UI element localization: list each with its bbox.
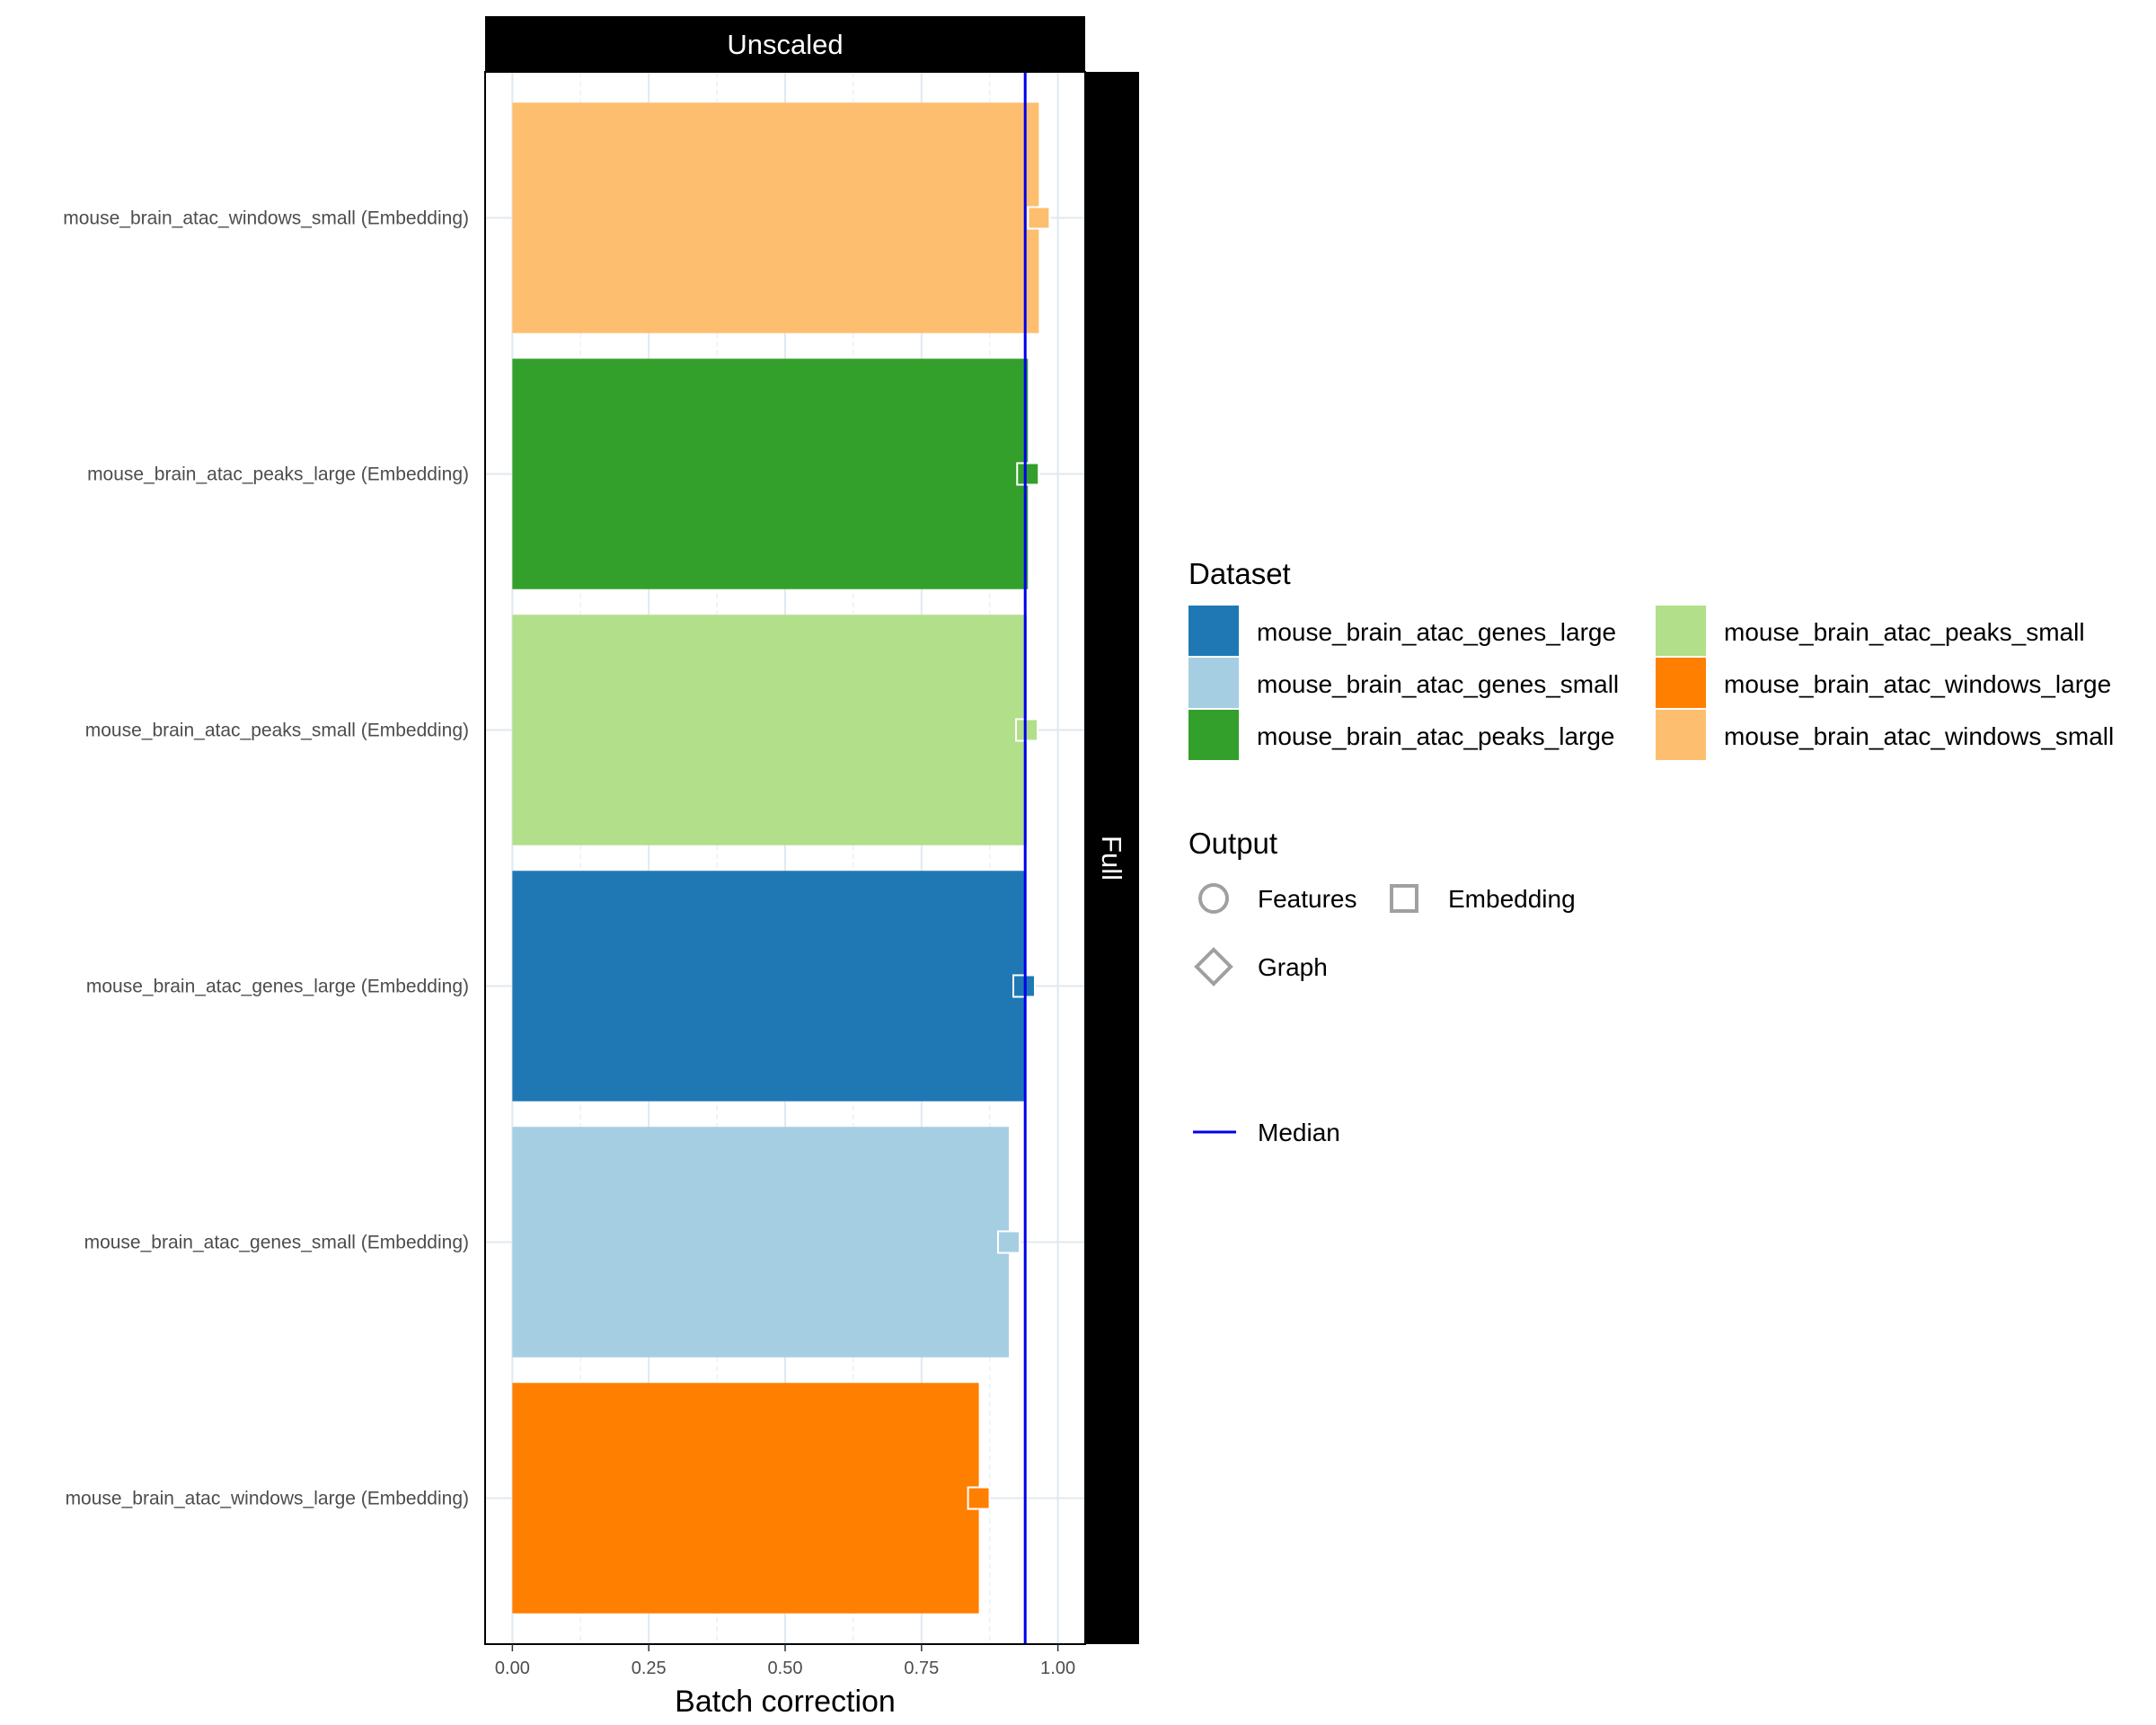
y-axis-ticks: mouse_brain_atac_windows_small (Embeddin… [63, 208, 469, 1509]
x-tick-label: 1.00 [1040, 1659, 1075, 1678]
legend-dataset-item: mouse_brain_atac_genes_large [1188, 606, 1616, 656]
legend-label: mouse_brain_atac_windows_large [1724, 670, 2111, 698]
legend-label: mouse_brain_atac_genes_small [1257, 670, 1619, 698]
legend-label: mouse_brain_atac_peaks_small [1724, 618, 2085, 646]
bar [512, 615, 1028, 845]
y-tick-label: mouse_brain_atac_peaks_large (Embedding) [87, 464, 469, 485]
x-tick-label: 0.50 [768, 1659, 803, 1678]
legend-dataset-item: mouse_brain_atac_windows_large [1656, 658, 2111, 708]
facet-label-right: Full [1096, 836, 1127, 880]
y-tick-label: mouse_brain_atac_peaks_small (Embedding) [85, 721, 469, 741]
y-tick-label: mouse_brain_atac_windows_small (Embeddin… [63, 208, 469, 229]
x-tick-label: 0.25 [632, 1659, 667, 1678]
bar [512, 1127, 1009, 1358]
legend-swatch [1656, 606, 1706, 656]
legend-output-item: Graph [1194, 947, 1328, 986]
legend-swatch [1188, 658, 1239, 708]
x-axis-ticks: 0.00 0.25 0.50 0.75 1.00 [495, 1644, 1075, 1678]
legend-swatch [1188, 710, 1239, 760]
legend-label: mouse_brain_atac_windows_small [1724, 722, 2114, 750]
plot-panel [484, 71, 1086, 1645]
legend-label: Features [1258, 885, 1357, 913]
legend-dataset-items: mouse_brain_atac_genes_large mouse_brain_… [1188, 606, 2114, 760]
legend: Dataset mouse_brain_atac_genes_largemous… [1188, 557, 2114, 1146]
legend-title-dataset: Dataset [1188, 557, 1291, 590]
bar [512, 871, 1024, 1101]
y-tick-label: mouse_brain_atac_genes_large (Embedding) [86, 977, 469, 997]
bar [512, 102, 1039, 333]
bar [512, 1383, 979, 1614]
x-tick-label: 0.00 [495, 1659, 530, 1678]
diamond-shape-icon [1194, 947, 1233, 986]
point-marker [967, 1486, 991, 1510]
legend-swatch [1656, 710, 1706, 760]
point-marker [1016, 462, 1040, 486]
legend-label: mouse_brain_atac_genes_large [1257, 618, 1616, 646]
legend-swatch [1188, 606, 1239, 656]
circle-shape-icon [1198, 883, 1229, 914]
y-tick-label: mouse_brain_atac_windows_large (Embeddin… [66, 1489, 469, 1509]
legend-dataset-item: mouse_brain_atac_peaks_large [1188, 710, 1615, 760]
legend-median-label: Median [1258, 1119, 1340, 1146]
point-marker [996, 1230, 1021, 1254]
facet-label-top: Unscaled [727, 29, 843, 60]
x-axis-title: Batch correction [675, 1685, 896, 1719]
legend-swatch [1656, 658, 1706, 708]
point-marker [1027, 206, 1051, 230]
points [967, 206, 1051, 1510]
legend-median-item: Median [1193, 1119, 1340, 1146]
bar [512, 358, 1029, 589]
legend-output-item: Features [1198, 883, 1357, 914]
legend-output-item: Embedding [1390, 884, 1576, 913]
x-tick-label: 0.75 [904, 1659, 939, 1678]
legend-label: Graph [1258, 953, 1328, 981]
bars [512, 102, 1039, 1614]
legend-label: mouse_brain_atac_peaks_large [1257, 722, 1615, 750]
legend-dataset-item: mouse_brain_atac_genes_small [1188, 658, 1619, 708]
legend-title-output: Output [1188, 827, 1277, 860]
legend-dataset-item: mouse_brain_atac_windows_small [1656, 710, 2114, 760]
legend-output-items: Features Embedding Graph [1194, 883, 1576, 986]
facet-strip-right: Full [1085, 72, 1139, 1644]
point-marker [1015, 718, 1039, 742]
legend-label: Embedding [1448, 885, 1576, 913]
legend-dataset-item: mouse_brain_atac_peaks_small [1656, 606, 2085, 656]
square-shape-icon [1390, 884, 1418, 913]
facet-strip-top: Unscaled [485, 16, 1085, 72]
y-tick-label: mouse_brain_atac_genes_small (Embedding) [84, 1233, 469, 1253]
